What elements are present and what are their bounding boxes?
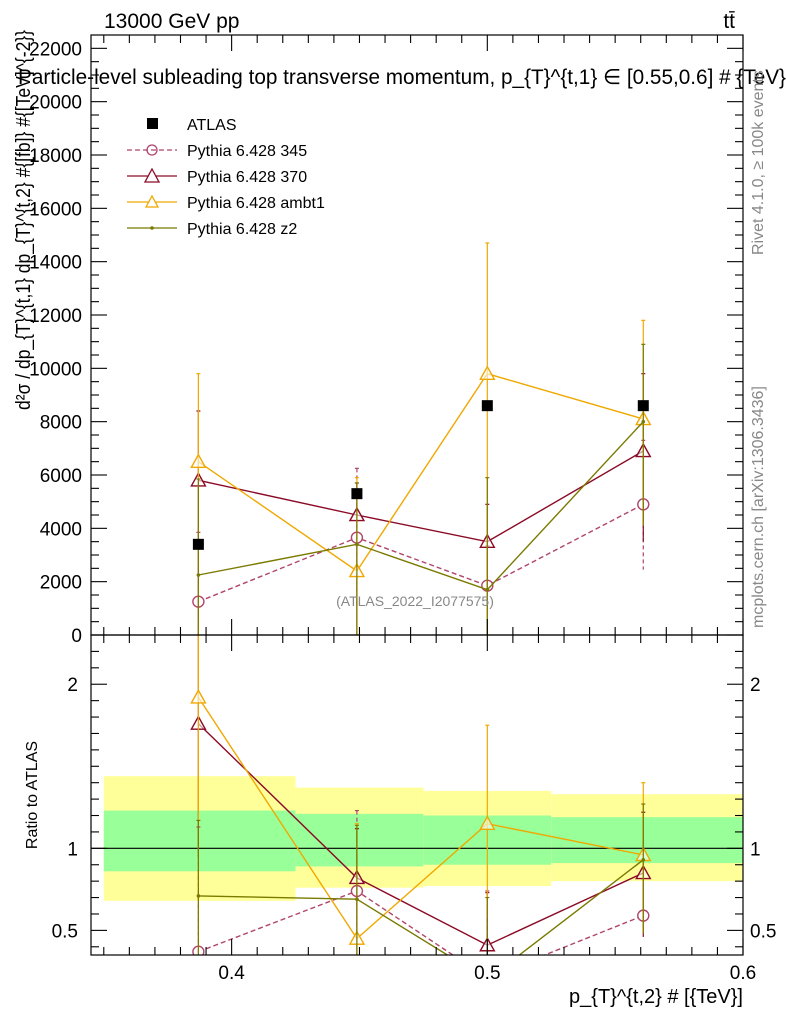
main-line-z2: [198, 421, 644, 591]
ratio-y-tick-label: 2: [67, 675, 78, 696]
ratio-line-z2: [198, 859, 644, 955]
ratio-line-345: [198, 890, 644, 955]
mcplots-label: mcplots.cern.ch [arXiv:1306.3436]: [750, 386, 767, 628]
main-y-tick-label: 14000: [29, 253, 82, 274]
main-marker-atlas: [351, 488, 363, 500]
x-tick-label: 0.5: [474, 963, 500, 984]
ratio-y-tick-label-right: 1: [750, 839, 761, 860]
legend-label-345: Pythia 6.428 345: [187, 143, 307, 160]
main-y-axis-label: d²σ / dp_{T}^{t,1} dp_{T}^{t,2} #{[fb]} …: [13, 30, 35, 410]
main-line-370: [198, 450, 644, 543]
main-y-tick-label: 12000: [29, 306, 82, 327]
main-y-tick-label: 4000: [40, 519, 82, 540]
energy-label: 13000 GeV pp: [104, 10, 239, 33]
main-y-tick-label: 2000: [40, 573, 82, 594]
main-marker-atlas: [192, 538, 204, 550]
main-y-tick-label: 6000: [40, 466, 82, 487]
main-y-tick-label: 22000: [29, 39, 82, 60]
main-marker-z2: [485, 587, 490, 592]
main-y-tick-label: 18000: [29, 146, 82, 167]
legend-label-z2: Pythia 6.428 z2: [187, 221, 297, 238]
legend-marker-z2: [150, 226, 154, 230]
legend: ATLAS Pythia 6.428 345 Pythia 6.428 370 …: [127, 117, 325, 238]
legend-marker-345: [146, 144, 158, 156]
x-tick-label: 0.6: [730, 963, 756, 984]
main-marker-atlas: [481, 400, 493, 412]
main-line-ambt1: [197, 372, 644, 572]
main-marker-z2: [355, 542, 359, 547]
ratio-marker-ambt1: [479, 815, 496, 831]
process-label: tt̄: [723, 10, 735, 33]
plot-title: Particle-level subleading top transverse…: [18, 66, 786, 89]
legend-marker-ambt1: [144, 194, 160, 208]
main-marker-ambt1: [479, 365, 496, 380]
main-marker-z2: [196, 573, 201, 577]
ratio-y-tick-label-right: 2: [750, 675, 761, 696]
legend-label-370: Pythia 6.428 370: [187, 169, 307, 186]
x-axis-label: p_{T}^{t,2} # [{TeV}]: [569, 986, 743, 1008]
analysis-label: (ATLAS_2022_I2077575): [336, 593, 494, 609]
ratio-frame: [90, 634, 744, 956]
ratio-y-tick-label: 1: [67, 839, 78, 860]
ratio-line-370: [197, 723, 644, 946]
main-line-345: [198, 503, 644, 603]
ratio-line-ambt1: [197, 696, 644, 940]
main-marker-ambt1: [190, 453, 207, 468]
main-y-tick-label: 16000: [29, 199, 82, 220]
ratio-marker-ambt1: [190, 688, 207, 704]
x-tick-label: 0.4: [218, 963, 245, 984]
main-y-tick-label: 0: [71, 626, 82, 647]
ratio-marker-z2: [641, 858, 646, 862]
legend-marker-atlas: [147, 118, 158, 129]
main-marker-z2: [641, 419, 646, 424]
legend-label-ambt1: Pythia 6.428 ambt1: [187, 195, 325, 212]
rivet-label: Rivet 4.1.0, ≥ 100k events: [750, 70, 767, 255]
main-y-tick-label: 20000: [29, 93, 82, 114]
main-marker-atlas: [637, 400, 649, 412]
ratio-marker-z2: [355, 897, 359, 902]
ratio-band-inner: [103, 810, 296, 872]
ratio-y-tick-label: 0.5: [52, 921, 78, 942]
ratio-marker-z2: [196, 894, 201, 898]
legend-label-atlas: ATLAS: [187, 117, 237, 134]
ratio-y-axis-label: Ratio to ATLAS: [24, 741, 41, 849]
main-y-tick-label: 10000: [29, 359, 82, 380]
legend-marker-370: [143, 167, 161, 183]
ratio-y-tick-label-right: 0.5: [750, 921, 776, 942]
main-y-tick-label: 8000: [40, 413, 82, 434]
ratio-band-inner: [295, 813, 424, 867]
